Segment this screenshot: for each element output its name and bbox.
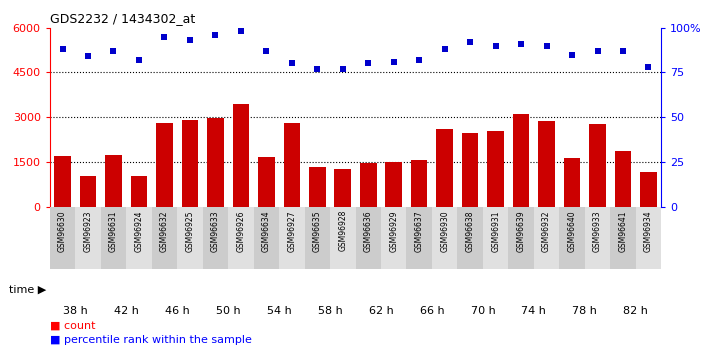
- Text: GSM96931: GSM96931: [491, 210, 500, 252]
- Text: GSM96634: GSM96634: [262, 210, 271, 252]
- Text: GSM96924: GSM96924: [134, 210, 144, 252]
- Bar: [75, 207, 101, 269]
- Bar: [437, 129, 453, 207]
- Text: GSM96930: GSM96930: [440, 210, 449, 252]
- Bar: [258, 157, 274, 207]
- Text: 46 h: 46 h: [165, 306, 190, 315]
- Bar: [407, 207, 432, 269]
- Text: 62 h: 62 h: [368, 306, 393, 315]
- Text: 70 h: 70 h: [471, 306, 496, 315]
- Text: GSM96925: GSM96925: [186, 210, 194, 252]
- Text: GSM96926: GSM96926: [236, 210, 245, 252]
- Text: ■ percentile rank within the sample: ■ percentile rank within the sample: [50, 335, 252, 345]
- Text: 54 h: 54 h: [267, 306, 292, 315]
- Bar: [538, 121, 555, 207]
- Text: 82 h: 82 h: [624, 306, 648, 315]
- Text: GSM96640: GSM96640: [567, 210, 577, 252]
- Text: 38 h: 38 h: [63, 306, 87, 315]
- Text: GSM96635: GSM96635: [313, 210, 322, 252]
- Text: GSM96933: GSM96933: [593, 210, 602, 252]
- Text: GSM96928: GSM96928: [338, 210, 347, 252]
- Text: GSM96932: GSM96932: [542, 210, 551, 252]
- Bar: [207, 118, 224, 207]
- Bar: [615, 151, 631, 207]
- Bar: [589, 124, 606, 207]
- Bar: [487, 131, 504, 207]
- Bar: [127, 207, 151, 269]
- Bar: [636, 207, 661, 269]
- Bar: [640, 172, 657, 207]
- Bar: [284, 123, 300, 207]
- Text: 78 h: 78 h: [572, 306, 597, 315]
- Bar: [101, 207, 127, 269]
- Text: time ▶: time ▶: [9, 285, 46, 295]
- Bar: [381, 207, 407, 269]
- Bar: [330, 207, 356, 269]
- Bar: [279, 207, 304, 269]
- Bar: [585, 207, 610, 269]
- Text: GSM96630: GSM96630: [58, 210, 67, 252]
- Bar: [411, 160, 427, 207]
- Bar: [432, 207, 457, 269]
- Text: 58 h: 58 h: [318, 306, 343, 315]
- Bar: [483, 207, 508, 269]
- Text: GSM96636: GSM96636: [364, 210, 373, 252]
- Bar: [254, 207, 279, 269]
- Text: GSM96929: GSM96929: [389, 210, 398, 252]
- Text: 42 h: 42 h: [114, 306, 139, 315]
- Bar: [513, 114, 530, 207]
- Bar: [610, 207, 636, 269]
- Text: GSM96641: GSM96641: [619, 210, 628, 252]
- Bar: [309, 167, 326, 207]
- Text: GDS2232 / 1434302_at: GDS2232 / 1434302_at: [50, 12, 195, 25]
- Text: ■ count: ■ count: [50, 321, 95, 331]
- Text: GSM96633: GSM96633: [211, 210, 220, 252]
- Text: GSM96637: GSM96637: [415, 210, 424, 252]
- Text: GSM96923: GSM96923: [83, 210, 92, 252]
- Bar: [360, 163, 377, 207]
- Bar: [228, 207, 254, 269]
- Bar: [534, 207, 560, 269]
- Bar: [131, 176, 147, 207]
- Text: 50 h: 50 h: [216, 306, 240, 315]
- Bar: [356, 207, 381, 269]
- Bar: [564, 158, 580, 207]
- Bar: [508, 207, 534, 269]
- Bar: [156, 123, 173, 207]
- Bar: [560, 207, 585, 269]
- Bar: [105, 155, 122, 207]
- Text: GSM96638: GSM96638: [466, 210, 475, 252]
- Text: GSM96934: GSM96934: [644, 210, 653, 252]
- Bar: [203, 207, 228, 269]
- Bar: [232, 104, 249, 207]
- Text: GSM96631: GSM96631: [109, 210, 118, 252]
- Text: 74 h: 74 h: [521, 306, 546, 315]
- Bar: [54, 156, 71, 207]
- Bar: [181, 120, 198, 207]
- Bar: [50, 207, 75, 269]
- Bar: [457, 207, 483, 269]
- Bar: [177, 207, 203, 269]
- Bar: [151, 207, 177, 269]
- Bar: [462, 133, 479, 207]
- Bar: [304, 207, 330, 269]
- Bar: [334, 169, 351, 207]
- Text: GSM96927: GSM96927: [287, 210, 296, 252]
- Text: GSM96632: GSM96632: [160, 210, 169, 252]
- Text: GSM96639: GSM96639: [517, 210, 525, 252]
- Bar: [385, 162, 402, 207]
- Bar: [80, 176, 96, 207]
- Text: 66 h: 66 h: [419, 306, 444, 315]
